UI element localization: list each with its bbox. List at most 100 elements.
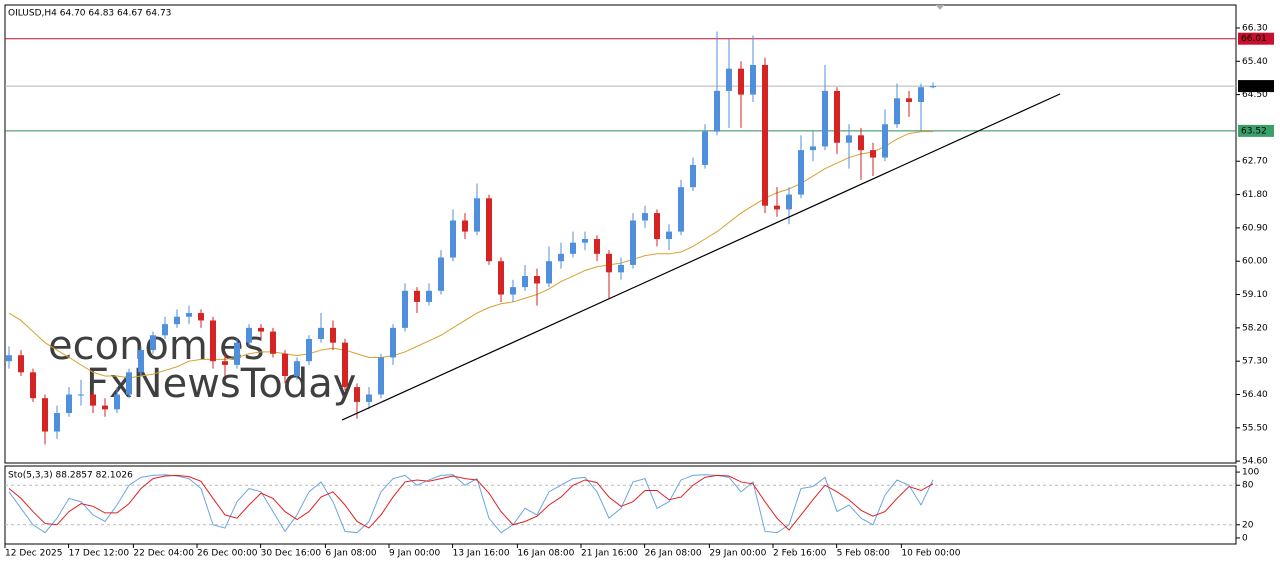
level-label: 66.01	[1241, 34, 1267, 44]
candle-body	[582, 238, 588, 243]
x-tick-label: 2 Feb 16:00	[773, 549, 827, 559]
shift-marker	[936, 5, 944, 10]
candle-body	[162, 324, 168, 336]
candle-body	[342, 342, 348, 388]
candle-body	[498, 261, 504, 295]
x-tick-label: 30 Dec 16:00	[261, 549, 322, 559]
level-label-box	[1238, 80, 1274, 93]
y-tick-label: 62.70	[1242, 157, 1268, 167]
candle-body	[870, 150, 876, 158]
watermark: economies	[48, 323, 264, 369]
candle-body	[42, 398, 48, 432]
candle-body	[438, 257, 444, 291]
candle-body	[570, 242, 576, 254]
x-tick-label: 29 Jan 00:00	[709, 549, 766, 559]
x-tick-label: 21 Jan 16:00	[581, 549, 638, 559]
x-tick-label: 12 Dec 2025	[5, 549, 63, 559]
candle-body	[486, 198, 492, 262]
candle-body	[462, 220, 468, 232]
candle-body	[606, 253, 612, 273]
candle-body	[270, 331, 276, 354]
candle-body	[762, 64, 768, 206]
candle-body	[90, 394, 96, 406]
candle-body	[234, 342, 240, 365]
candle-body	[306, 338, 312, 362]
candle-body	[138, 350, 144, 373]
x-tick-label: 26 Dec 00:00	[197, 549, 258, 559]
candle-body	[30, 372, 36, 399]
x-tick-label: 13 Jan 16:00	[453, 549, 510, 559]
candle-body	[282, 353, 288, 376]
x-tick-label: 10 Feb 00:00	[901, 549, 960, 559]
candle-body	[522, 276, 528, 288]
candle-body	[366, 394, 372, 402]
candle-body	[354, 387, 360, 402]
candle-body	[294, 361, 300, 376]
candle-body	[666, 231, 672, 239]
candle-body	[222, 361, 228, 365]
candle-body	[6, 355, 12, 362]
candle-body	[450, 220, 456, 258]
x-tick-label: 16 Jan 08:00	[517, 549, 574, 559]
candle-body	[54, 413, 60, 432]
candle-body	[150, 335, 156, 351]
x-tick-label: 17 Dec 12:00	[69, 549, 130, 559]
candle-body	[378, 357, 384, 395]
y-tick-label: 66.30	[1242, 23, 1268, 33]
price-pane	[4, 4, 1237, 464]
y-tick-label: 57.30	[1242, 357, 1268, 367]
level-label-box	[1238, 124, 1274, 137]
plot-layer: economiesFxNewsToday66.3065.4064.5062.70…	[4, 23, 1274, 559]
oscillator-line	[8, 474, 934, 534]
y-tick-label: 60.90	[1242, 223, 1268, 233]
candle-body	[906, 98, 912, 103]
candle-body	[18, 355, 24, 373]
candle-body	[330, 327, 336, 343]
y-tick-label: 20	[1242, 520, 1254, 530]
candle-body	[798, 150, 804, 195]
level-label: 64.73	[1241, 82, 1267, 92]
candle-body	[474, 198, 480, 232]
candle-body	[774, 205, 780, 210]
x-tick-label: 9 Jan 00:00	[389, 549, 441, 559]
candle-body	[702, 131, 708, 165]
x-tick-label: 5 Feb 08:00	[837, 549, 891, 559]
candle-body	[858, 135, 864, 151]
x-tick-label: 26 Jan 08:00	[645, 549, 702, 559]
candle-body	[642, 213, 648, 221]
y-tick-label: 80	[1242, 481, 1254, 491]
candle-body	[750, 64, 756, 95]
y-tick-label: 58.20	[1242, 323, 1268, 333]
candle-body	[426, 290, 432, 302]
candle-body	[714, 90, 720, 132]
indicator-title: Sto(5,3,3) 88.2857 82.1026	[8, 471, 133, 481]
candle-body	[618, 264, 624, 273]
candle-body	[654, 213, 660, 239]
oscillator-line	[8, 474, 934, 531]
candle-body	[690, 164, 696, 188]
moving-average	[8, 131, 933, 379]
candle-body	[126, 372, 132, 395]
candle-body	[630, 220, 636, 265]
candle-body	[78, 394, 84, 396]
candle-body	[822, 90, 828, 147]
y-tick-label: 60.00	[1242, 257, 1268, 267]
candle-body	[678, 187, 684, 232]
y-tick-label: 64.50	[1242, 90, 1268, 100]
candle-body	[246, 327, 252, 343]
candle-body	[114, 394, 120, 410]
candle-body	[882, 124, 888, 158]
candle-body	[510, 287, 516, 295]
candle-body	[726, 68, 732, 91]
candle-body	[894, 98, 900, 125]
candle-body	[738, 68, 744, 95]
candle-body	[930, 86, 936, 88]
candle-body	[414, 290, 420, 302]
trendline	[341, 93, 1061, 421]
x-tick-label: 22 Dec 04:00	[133, 549, 194, 559]
y-tick-label: 56.40	[1242, 390, 1268, 400]
candle-body	[834, 90, 840, 143]
y-tick-label: 55.50	[1242, 423, 1268, 433]
y-tick-label: 59.10	[1242, 290, 1268, 300]
